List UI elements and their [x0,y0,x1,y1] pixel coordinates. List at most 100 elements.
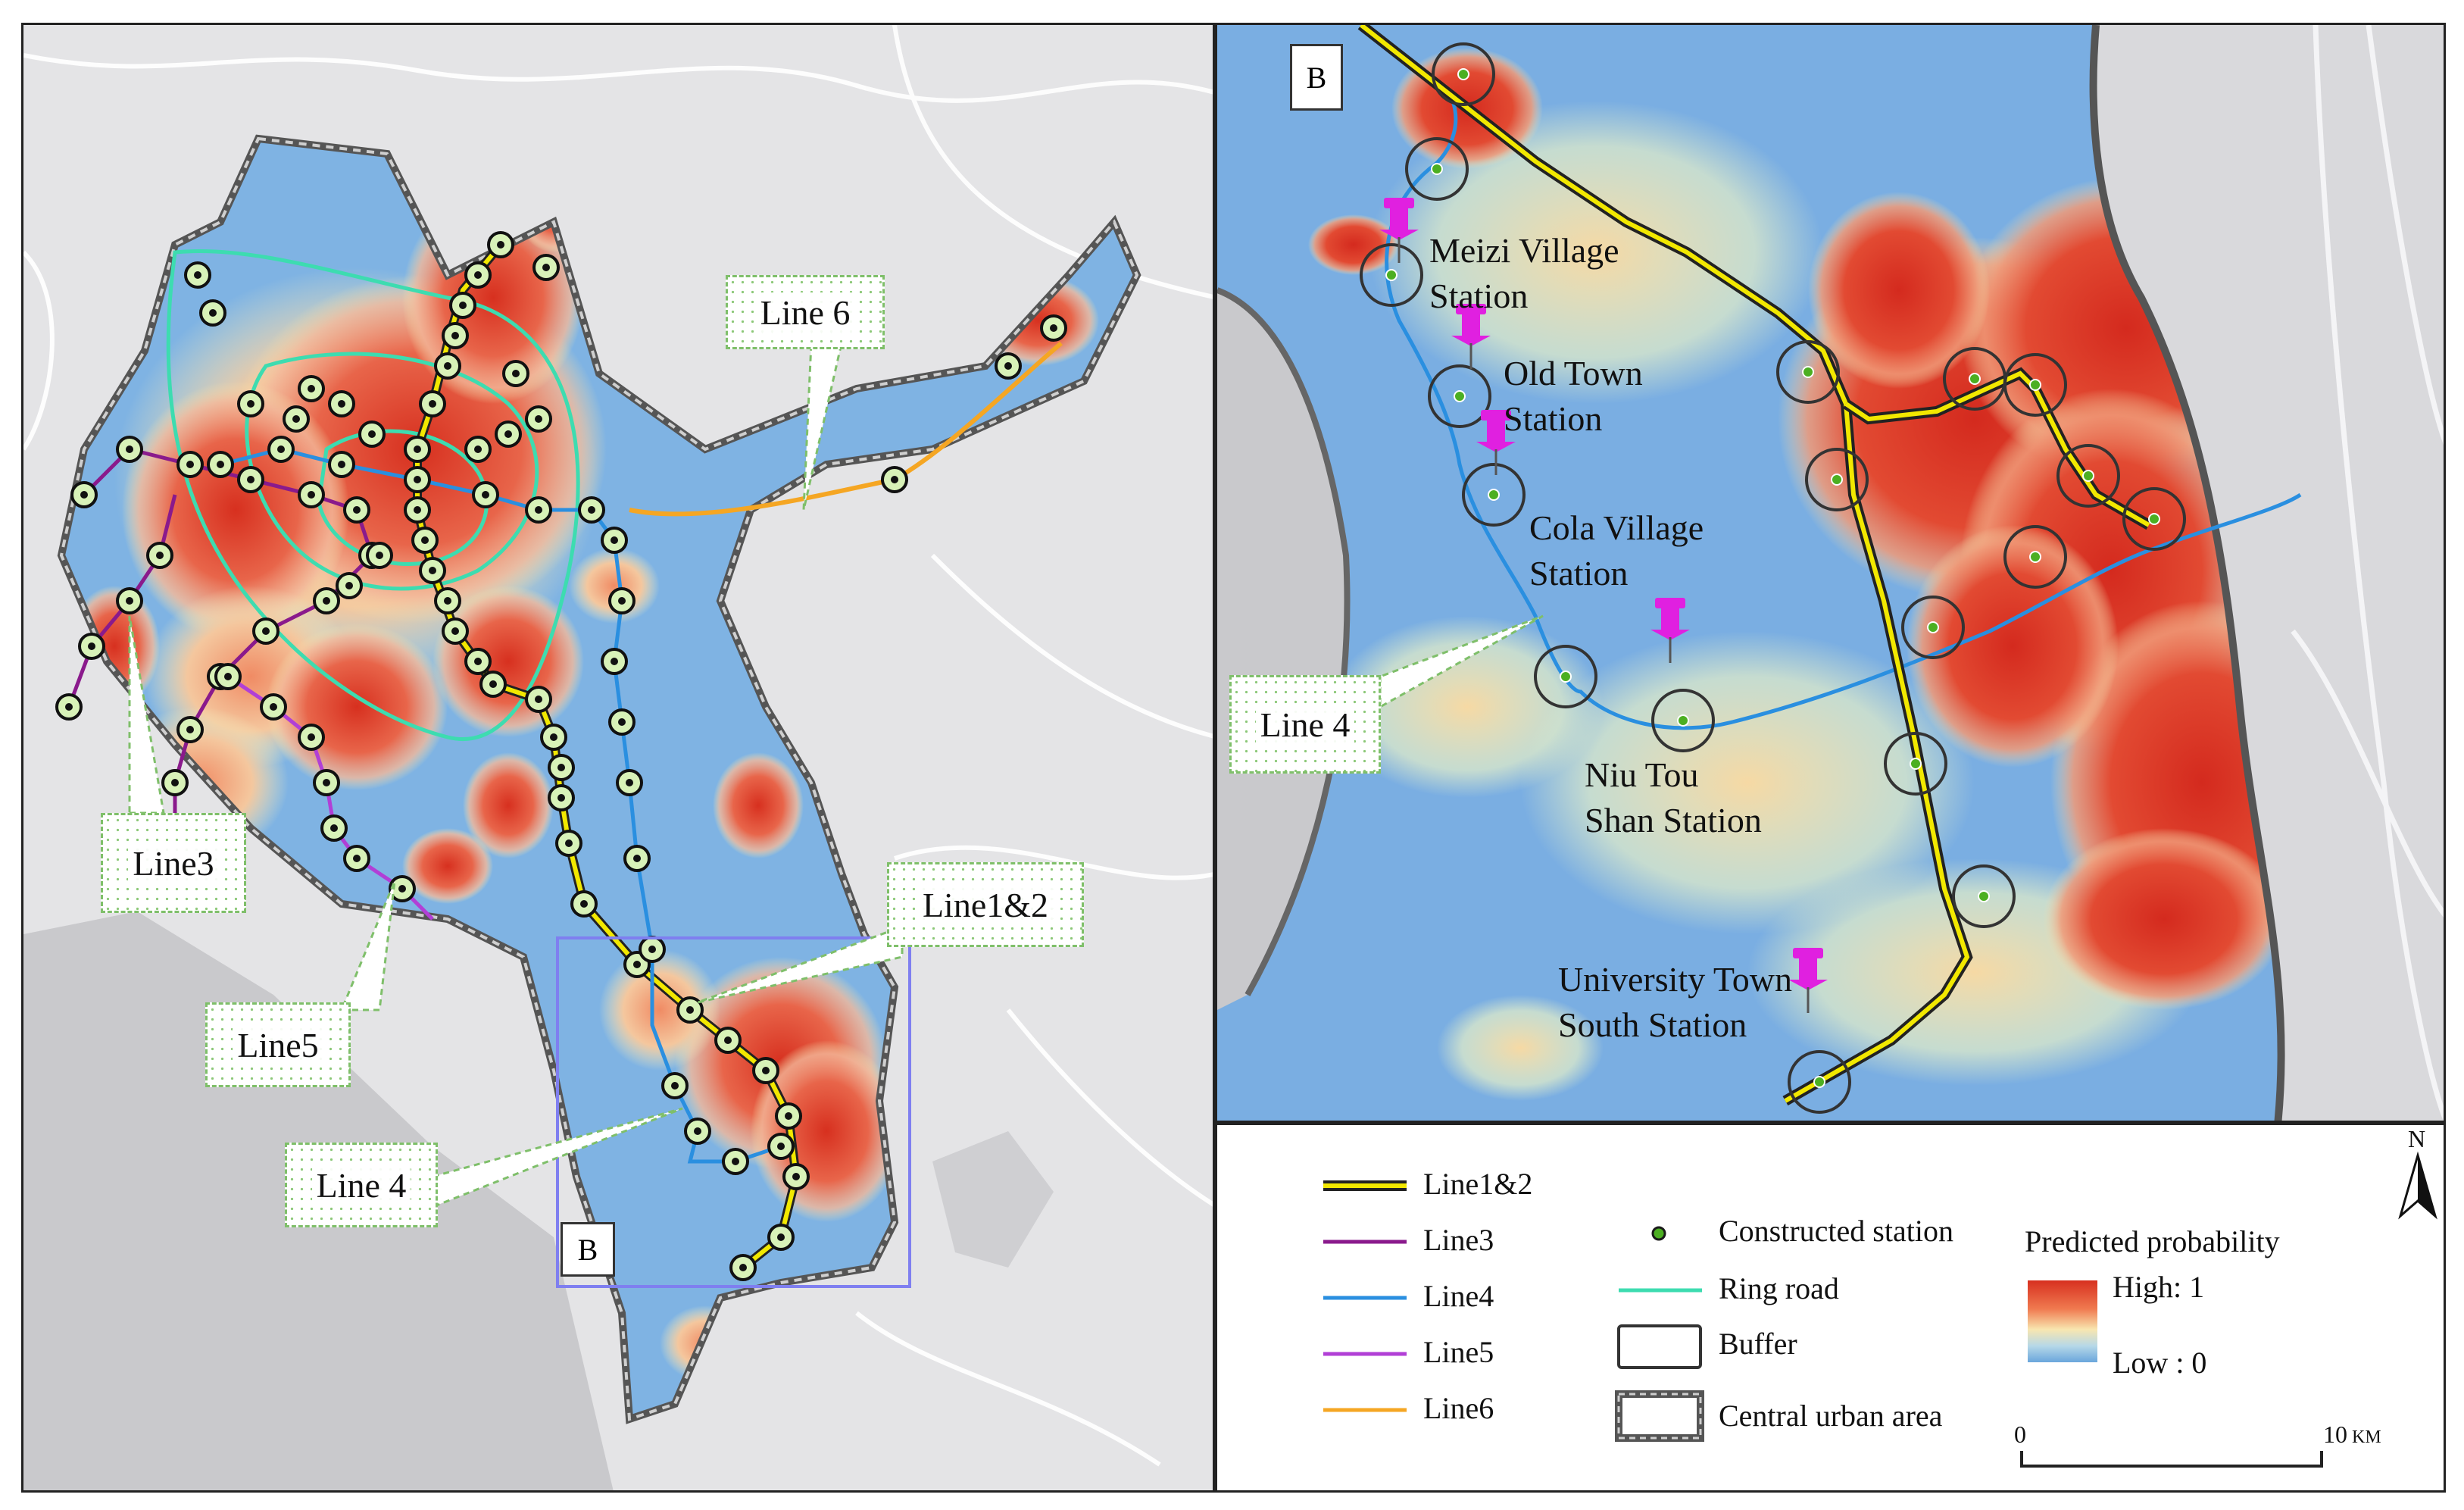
inset-map-panel: B Line 4 Meizi Village Station Old Town St… [1215,23,2446,1123]
station-point [1560,671,1572,683]
station-buffer [1360,243,1423,307]
scale-bar-end-label: 10 KM [2323,1421,2381,1448]
station-marker-dot [694,1127,701,1135]
legend-urban-area-label: Central urban area [1719,1399,1943,1433]
station-marker-dot [474,658,482,665]
overview-map-panel: Line 6 Line3 Line5 Line1&2 Line 4 B [21,23,1215,1493]
station-marker-dot [482,491,489,499]
legend-buffer-label: Buffer [1719,1327,1797,1361]
station-marker-dot [308,733,315,741]
station-point [1457,68,1469,80]
station-point [1431,163,1443,175]
station-buffer [2122,487,2186,551]
station-marker-dot [323,597,330,605]
station-marker-dot [542,264,550,271]
station-point [1385,269,1398,281]
station-label-meizi: Meizi Village Station [1429,231,1619,315]
north-arrow-label: N [2408,1125,2426,1152]
station-buffer [1405,137,1469,201]
station-marker-dot [126,597,133,605]
legend-probability-title: Predicted probability [2025,1224,2280,1258]
station-marker-dot [489,680,497,688]
station-marker-dot [618,718,626,726]
station-marker-dot [611,536,618,544]
station-marker-dot [80,491,88,499]
legend-symbols [1323,1151,2437,1468]
scale-bar-start-label: 0 [2014,1421,2026,1448]
callout-line5: Line5 [205,1002,351,1087]
station-buffer [1788,1050,1851,1114]
station-marker-dot [686,1006,694,1014]
station-marker-dot [451,332,459,339]
legend-buffer-symbol [1617,1324,1702,1369]
station-marker-dot [376,552,383,559]
station-marker-dot [247,400,255,408]
legend-line-label: Line5 [1423,1335,1494,1369]
inset-line4-route [1385,84,2302,730]
legend-station-symbol [1651,1226,1666,1241]
station-marker-dot [308,385,315,392]
station-marker-dot [451,627,459,635]
inset-extent-box [556,936,911,1288]
station-marker-dot [777,1233,785,1241]
station-marker-dot [126,445,133,453]
station-marker-dot [739,1264,747,1271]
basemap-roads [23,25,1213,1467]
station-marker-dot [762,1067,770,1074]
legend-urban-area-symbol [1615,1390,1704,1442]
station-marker-dot [88,642,95,650]
station-marker-dot [535,506,542,514]
inset-stations [1360,42,2186,1114]
station-pushpins [1379,198,1828,1013]
inset-badge: B [561,1222,615,1277]
station-marker-dot [262,627,270,635]
station-marker-dot [459,302,467,309]
inset-urban-boundary [2089,25,2285,1121]
station-marker-dot [611,658,618,665]
station-marker-dot [171,779,179,786]
station-marker-dot [292,415,300,423]
station-marker-dot [421,536,429,544]
station-marker-dot [209,309,217,317]
station-marker-dot [429,400,436,408]
station-marker-dot [156,552,164,559]
inset-roads [2291,25,2444,1121]
station-marker-dot [724,1036,732,1044]
legend-ring-road-label: Ring road [1719,1271,1839,1305]
station-marker-dot [497,241,504,249]
ring-road-inner [245,352,539,591]
inset-map-canvas [1217,25,2444,1121]
station-marker-dot [512,370,520,377]
station-marker-dot [565,839,573,847]
station-point [1969,373,1981,385]
station-point [2029,379,2041,391]
station-marker-dot [777,1143,785,1150]
station-marker-dot [277,445,285,453]
station-marker-dot [398,885,406,893]
station-buffer [1952,864,2016,928]
station-marker-dot [504,430,512,438]
station-marker-dot [414,476,421,483]
station-marker-dot [1050,324,1057,332]
station-point [1813,1076,1825,1088]
station-marker-dot [474,271,482,279]
callout-pointer-line5 [339,880,396,1011]
callout-line6: Line 6 [726,275,885,349]
station-marker-dot [588,506,595,514]
station-buffer [2056,444,2120,508]
station-point [1454,390,1466,402]
legend-probability-high: High: 1 [2113,1270,2205,1304]
station-point [1910,758,1922,770]
station-marker-dot [368,430,376,438]
station-marker-dot [792,1173,800,1180]
station-marker-dot [535,415,542,423]
station-marker-dot [648,946,656,953]
station-marker-dot [65,703,73,711]
station-buffer [1776,340,1840,404]
station-marker-dot [330,824,338,832]
station-buffer [1534,645,1597,708]
station-marker-dot [194,271,201,279]
station-marker-dot [535,696,542,703]
station-marker-dot [186,461,194,468]
callout-line4: Line 4 [285,1143,438,1227]
